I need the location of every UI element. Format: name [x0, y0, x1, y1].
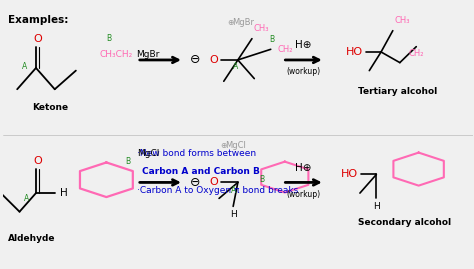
- Text: ·Carbon A to Oxygen π bond breaks: ·Carbon A to Oxygen π bond breaks: [137, 186, 298, 195]
- Text: B: B: [106, 34, 111, 43]
- Text: A: A: [24, 194, 29, 203]
- Text: O: O: [33, 156, 42, 166]
- Text: Ketone: Ketone: [32, 103, 68, 112]
- Text: HO: HO: [341, 169, 358, 179]
- Text: ⊕: ⊕: [220, 141, 227, 150]
- Text: B: B: [125, 157, 130, 166]
- Text: H: H: [373, 202, 380, 211]
- Text: B: B: [259, 175, 264, 184]
- Text: A: A: [22, 62, 27, 71]
- Text: H: H: [60, 188, 68, 198]
- Text: Tertiary alcohol: Tertiary alcohol: [358, 87, 437, 96]
- Text: H⊕: H⊕: [295, 40, 312, 50]
- Text: HO: HO: [346, 47, 363, 57]
- Text: CH₂: CH₂: [277, 45, 292, 54]
- Text: A: A: [233, 62, 238, 71]
- Text: (workup): (workup): [286, 68, 320, 76]
- Text: CH₃: CH₃: [394, 16, 410, 24]
- Text: ⊕: ⊕: [228, 18, 234, 27]
- Text: ·New bond forms between: ·New bond forms between: [137, 149, 256, 158]
- Text: H⊕: H⊕: [295, 163, 312, 173]
- Text: MgBr: MgBr: [136, 50, 159, 59]
- Text: Examples:: Examples:: [8, 15, 68, 25]
- Text: O: O: [209, 55, 218, 65]
- Text: B: B: [270, 36, 275, 44]
- Text: O: O: [209, 178, 218, 187]
- Text: (workup): (workup): [286, 190, 320, 199]
- Text: ⊖: ⊖: [191, 176, 201, 189]
- Text: ⊖: ⊖: [191, 54, 201, 66]
- Text: O: O: [33, 34, 42, 44]
- Text: MgCl: MgCl: [137, 149, 159, 158]
- Text: CH₃: CH₃: [254, 23, 269, 33]
- Text: CH₂: CH₂: [409, 49, 424, 58]
- Text: MgCl: MgCl: [225, 141, 246, 150]
- Text: Carbon A and Carbon B: Carbon A and Carbon B: [142, 167, 259, 176]
- Text: CH₃CH₂: CH₃CH₂: [100, 50, 133, 59]
- Text: H: H: [230, 210, 237, 219]
- Text: Secondary alcohol: Secondary alcohol: [358, 218, 451, 227]
- Text: MgBr: MgBr: [232, 18, 255, 27]
- Text: Aldehyde: Aldehyde: [8, 234, 55, 243]
- Text: A: A: [230, 186, 236, 195]
